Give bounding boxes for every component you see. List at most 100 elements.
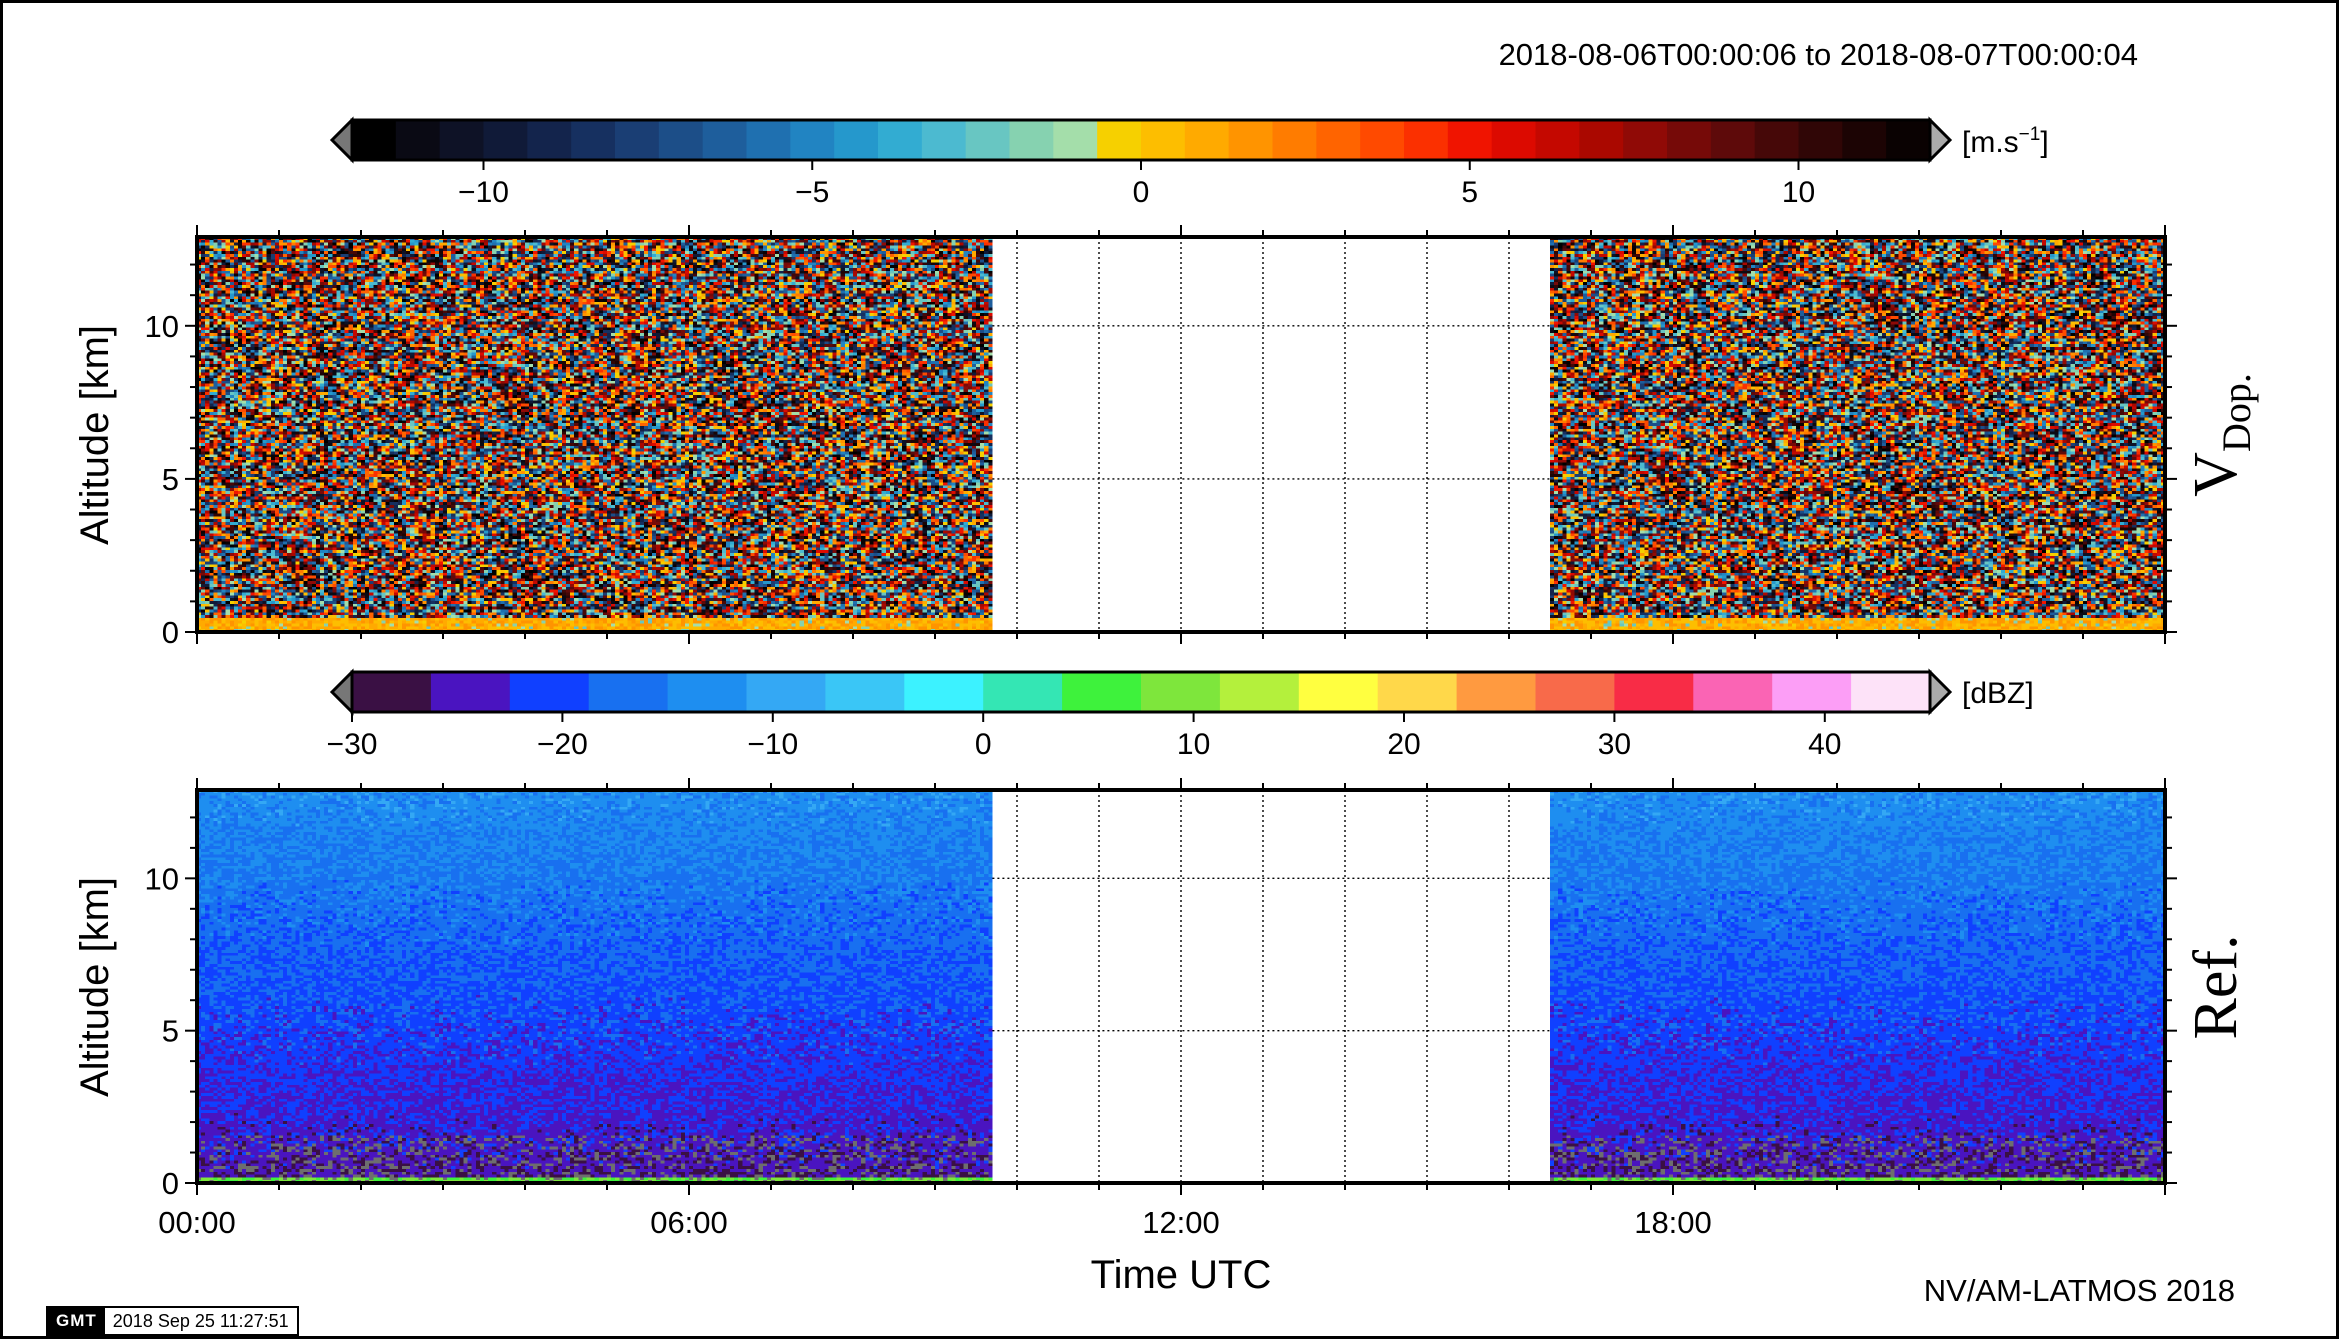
colorbar-cell	[1272, 120, 1317, 160]
reflectivity-colorbar-tick-label: 40	[1808, 728, 1841, 761]
doppler-colorbar-over-triangle	[1928, 116, 1953, 164]
colorbar-cell	[1316, 120, 1361, 160]
reflectivity-colorbar-tick-label: −30	[327, 728, 378, 761]
colorbar-cell	[1404, 120, 1449, 160]
colorbar-cell	[746, 672, 826, 712]
colorbar-cell	[1009, 120, 1054, 160]
reflectivity-colorbar-under-triangle	[329, 668, 354, 716]
colorbar-cell	[746, 120, 791, 160]
colorbar-cell	[588, 672, 669, 712]
colorbar-cell	[527, 120, 572, 160]
colorbar-cell	[1535, 120, 1580, 160]
colorbar-cell	[904, 672, 984, 712]
colorbar-cell	[1693, 672, 1773, 712]
colorbar-cell	[1614, 672, 1694, 712]
colorbar-cell	[352, 672, 432, 712]
reflectivity-colorbar-unit: [dBZ]	[1962, 677, 2034, 710]
colorbar-cell	[430, 672, 511, 712]
gmt-badge: GMT 2018 Sep 25 11:27:51	[46, 1306, 299, 1336]
colorbar-cell	[1447, 120, 1493, 160]
gmt-logo: GMT	[48, 1308, 105, 1334]
reflectivity-colorbar: −30 −20 −10 0 10 20 30 40 [dBZ]	[327, 668, 2034, 761]
doppler-colorbar-tick-label: 10	[1782, 176, 1815, 209]
reflectivity-colorbar-over-triangle	[1928, 668, 1953, 716]
colorbar-cell	[395, 120, 441, 160]
colorbar-cell	[878, 120, 923, 160]
colorbar-cell	[1798, 120, 1843, 160]
colorbar-cell	[1219, 672, 1300, 712]
doppler-colorbar-tick-label: −10	[458, 176, 509, 209]
colorbar-cell	[1062, 672, 1142, 712]
doppler-ylabel: Altitude [km]	[73, 325, 117, 545]
doppler-panel-label: VDop.	[2182, 373, 2259, 497]
colorbar-cell	[1141, 120, 1186, 160]
colorbar-cell	[483, 120, 528, 160]
colorbar-cell	[615, 120, 660, 160]
doppler-ytick-label: 0	[162, 615, 179, 650]
colorbar-cell	[1228, 120, 1274, 160]
reflectivity-plot-frame	[195, 788, 2167, 1185]
colorbar-cell	[658, 120, 704, 160]
colorbar-cell	[1772, 672, 1852, 712]
doppler-ytick-label: 10	[145, 309, 179, 344]
reflectivity-colorbar-outline	[350, 670, 1932, 714]
doppler-grid	[992, 237, 1550, 632]
colorbar-cell	[352, 120, 397, 160]
doppler-plot-frame	[195, 235, 2167, 634]
doppler-colorbar-cells	[352, 120, 1931, 160]
doppler-colorbar-unit: [m.s−1]	[1962, 124, 2049, 159]
reflectivity-ytick-label: 10	[145, 861, 179, 896]
reflectivity-colorbar-tick-label: −10	[747, 728, 798, 761]
colorbar-cell	[1360, 120, 1405, 160]
colorbar-cell	[702, 120, 748, 160]
reflectivity-panel: 0 5 10 00:00 06:00 12:00 18:00 Altitude [km] R…	[73, 778, 2250, 1297]
colorbar-cell	[1851, 672, 1931, 712]
doppler-ytick-label: 5	[162, 462, 179, 497]
doppler-colorbar: −10 −5 0 5 10 [m.s−1]	[329, 116, 2049, 209]
colorbar-cell	[1535, 672, 1615, 712]
reflectivity-colorbar-ticks: −30 −20 −10 0 10 20 30 40	[327, 712, 1841, 761]
doppler-unit-close: ]	[2040, 126, 2048, 159]
colorbar-cell	[1667, 120, 1712, 160]
doppler-colorbar-under-triangle	[329, 116, 354, 164]
colorbar-cell	[1623, 120, 1668, 160]
doppler-colorbar-tick-label: 5	[1461, 176, 1478, 209]
reflectivity-ytick-label: 5	[162, 1014, 179, 1049]
doppler-unit-base: [m.s	[1962, 126, 2019, 159]
colorbar-cell	[667, 672, 748, 712]
colorbar-cell	[1579, 120, 1624, 160]
colorbar-cell	[1184, 120, 1230, 160]
doppler-colorbar-tick-label: 0	[1133, 176, 1150, 209]
colorbar-cell	[1053, 120, 1098, 160]
reflectivity-ylabel: Altitude [km]	[73, 877, 117, 1097]
colorbar-cell	[1710, 120, 1756, 160]
reflectivity-colorbar-tick-label: 30	[1598, 728, 1631, 761]
colorbar-cell	[1377, 672, 1458, 712]
colorbar-cell	[1141, 672, 1221, 712]
colorbar-cell	[1754, 120, 1800, 160]
reflectivity-colorbar-tick-label: −20	[537, 728, 588, 761]
reflectivity-grid	[992, 790, 1550, 1183]
doppler-unit-exponent: −1	[2019, 124, 2041, 145]
time-axis-label: Time UTC	[1091, 1253, 1272, 1297]
reflectivity-panel-label: Ref.	[2182, 934, 2250, 1039]
doppler-colorbar-tick-label: −5	[795, 176, 829, 209]
colorbar-cell	[509, 672, 590, 712]
colorbar-cell	[1886, 120, 1931, 160]
colorbar-cell	[825, 672, 905, 712]
doppler-colorbar-ticks: −10 −5 0 5 10	[458, 160, 1815, 209]
colorbar-cell	[1842, 120, 1887, 160]
credit-text: NV/AM-LATMOS 2018	[1924, 1273, 2235, 1308]
reflectivity-xtick-label: 18:00	[1634, 1205, 1712, 1240]
reflectivity-colorbar-tick-label: 10	[1177, 728, 1210, 761]
colorbar-cell	[571, 120, 616, 160]
colorbar-cell	[1097, 120, 1142, 160]
reflectivity-xtick-label: 12:00	[1142, 1205, 1220, 1240]
colorbar-cell	[439, 120, 485, 160]
doppler-axis-ticks: 0 5 10	[145, 225, 2177, 650]
doppler-panel: 0 5 10 Altitude [km] VDop.	[73, 225, 2259, 650]
reflectivity-colorbar-tick-label: 0	[975, 728, 992, 761]
colorbar-cell	[790, 120, 835, 160]
